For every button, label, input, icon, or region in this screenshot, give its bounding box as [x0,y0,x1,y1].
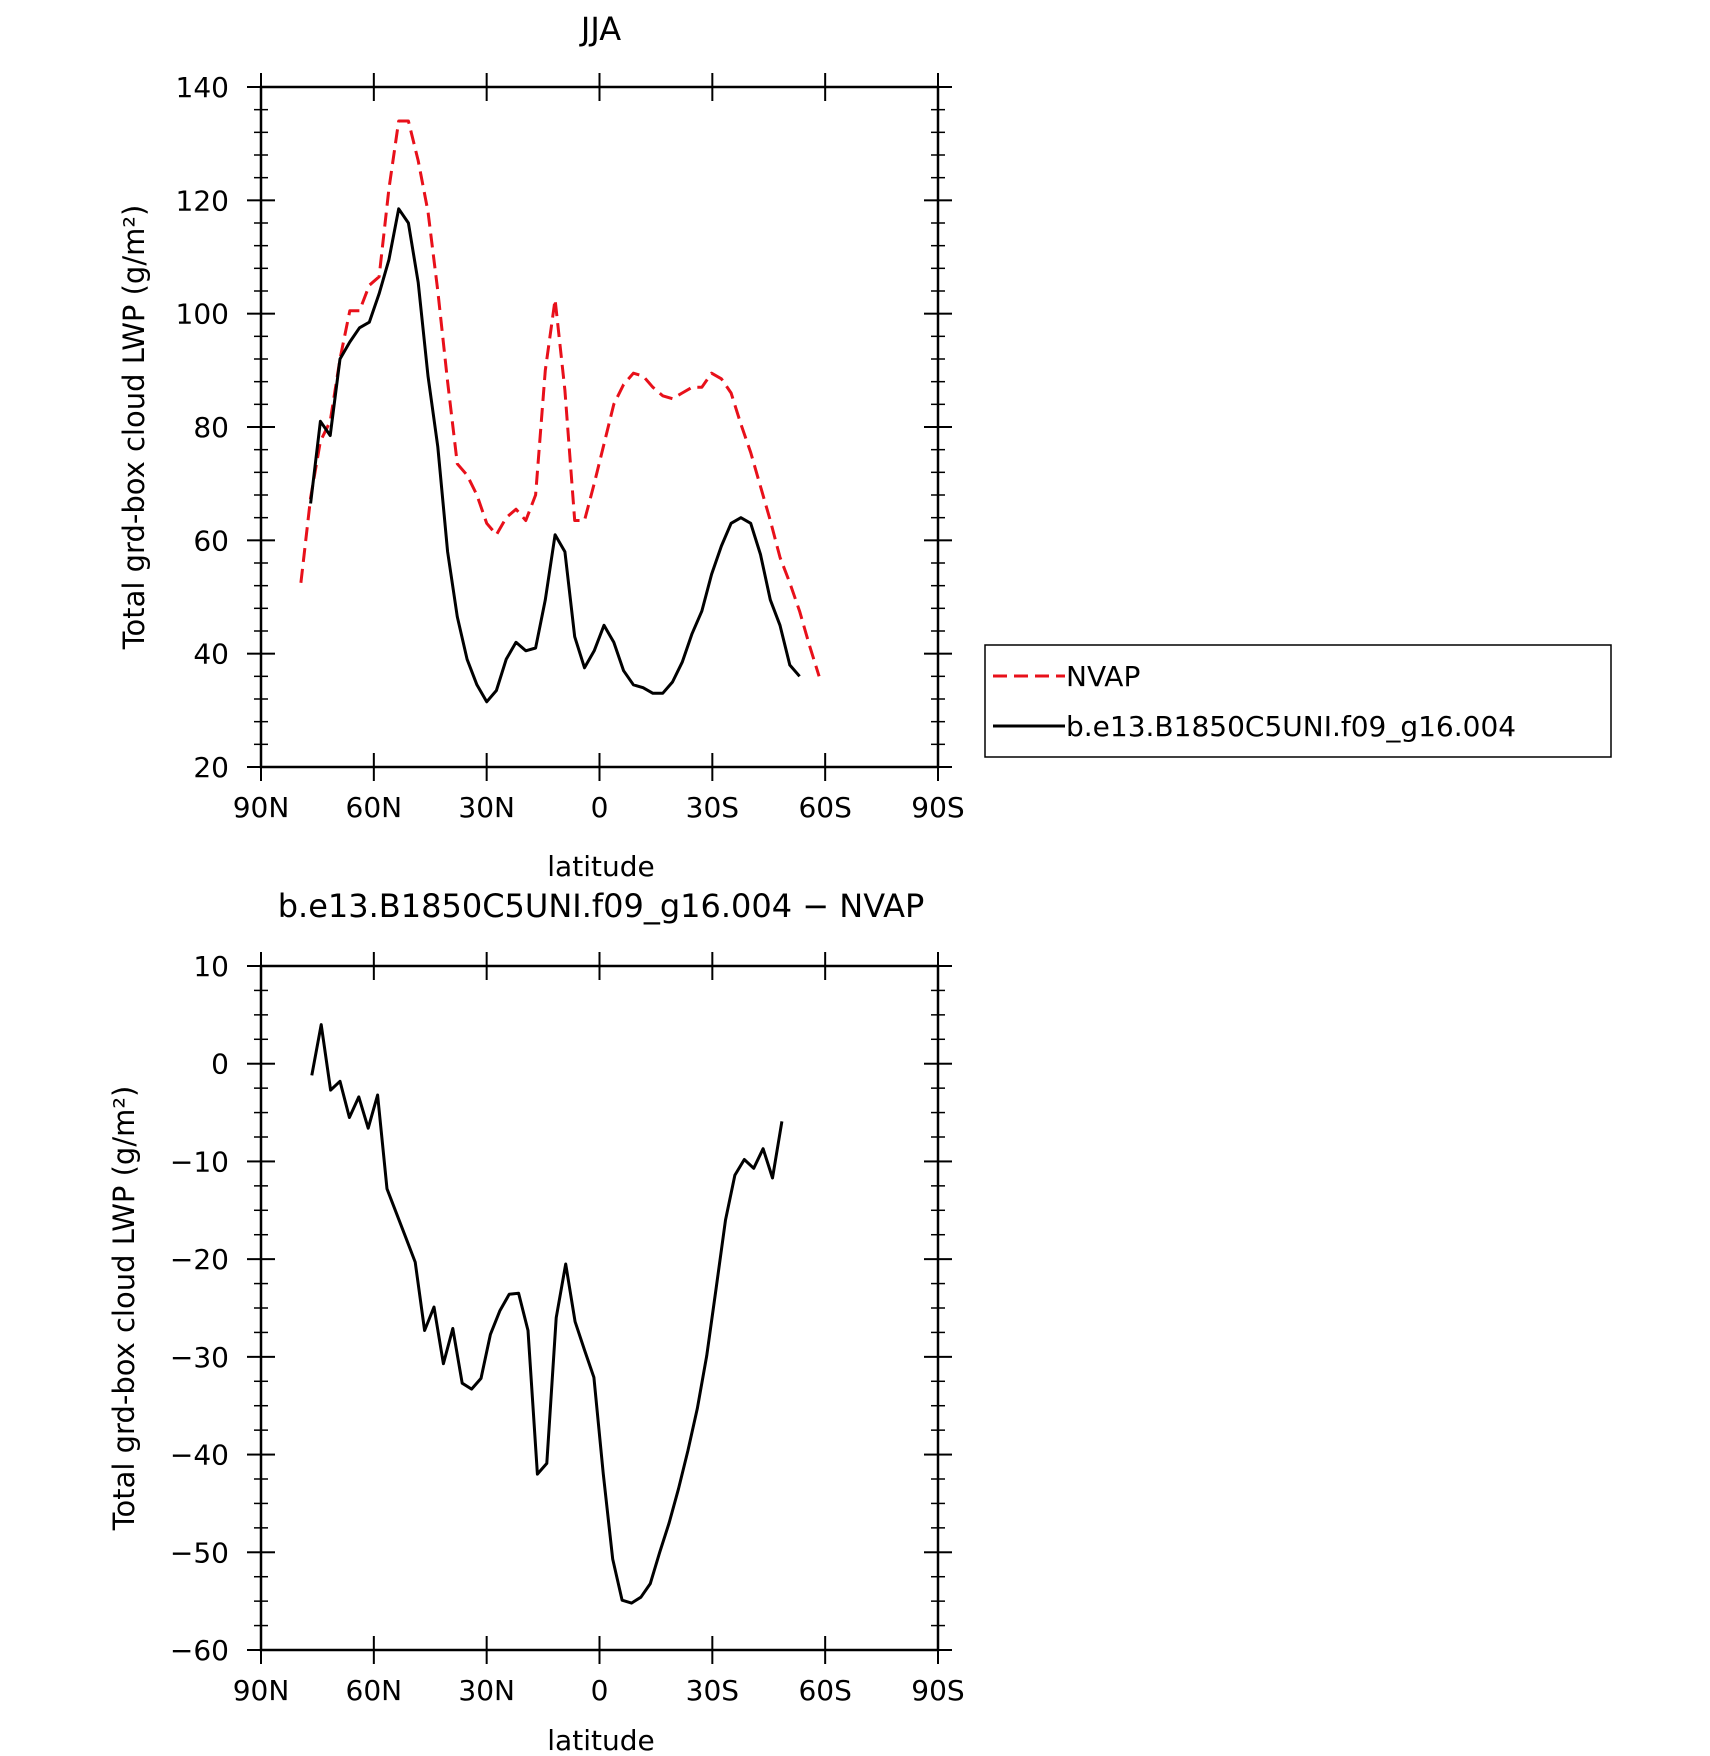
panel-top-xlabel: latitude [547,850,654,883]
y-tick-label: 40 [193,638,229,671]
y-tick-label: −50 [170,1536,229,1569]
x-tick-label: 30N [458,1674,515,1707]
legend-label-nvap: NVAP [1066,660,1140,693]
panel-bottom-ticks [247,952,952,1664]
y-tick-label: −40 [170,1439,229,1472]
x-tick-label: 30S [686,1674,739,1707]
panel-bottom-series-lines [310,1023,784,1605]
y-tick-label: 60 [193,524,229,557]
y-tick-label: −60 [170,1634,229,1667]
panel-difference: b.e13.B1850C5UNI.f09_g16.004 − NVAP 90N 6… [107,887,965,1756]
x-tick-label: 90S [911,1674,964,1707]
panel-top-ticks [247,73,952,781]
x-tick-label: 90S [911,791,964,824]
y-tick-label: −30 [170,1341,229,1374]
y-tick-label: 10 [193,950,229,983]
y-tick-label: −20 [170,1243,229,1276]
x-tick-label: 90N [233,1674,290,1707]
panel-top-title: JJA [579,10,621,48]
x-tick-label: 90N [233,791,290,824]
panel-bottom-tick-labels: 90N 60N 30N 0 30S 60S 90S −60 −50 −40 −30 −20 −10 0 10 [170,950,965,1707]
y-tick-label: 100 [176,298,229,331]
panel-top-series-lines [299,119,821,704]
panel-bottom-ylabel: Total grd-box cloud LWP (g/m²) [107,1086,141,1532]
x-tick-label: 60S [798,791,851,824]
panel-top-tick-labels: 90N 60N 30N 0 30S 60S 90S 20 40 60 80 100 120 140 [176,71,965,824]
x-tick-label: 60N [346,791,403,824]
panel-bottom-xlabel: latitude [547,1724,654,1756]
y-tick-label: 0 [211,1048,229,1081]
x-tick-label: 60S [798,1674,851,1707]
x-tick-label: 30S [686,791,739,824]
legend-box [984,644,1612,758]
legend: NVAP b.e13.B1850C5UNI.f09_g16.004 [984,644,1612,758]
x-tick-label: 0 [591,791,609,824]
legend-label-model: b.e13.B1850C5UNI.f09_g16.004 [1066,710,1516,743]
x-tick-label: 0 [591,1674,609,1707]
x-tick-label: 60N [346,1674,403,1707]
panel-bottom-title: b.e13.B1850C5UNI.f09_g16.004 − NVAP [278,887,925,925]
series-line-nvap [299,119,821,677]
y-tick-label: 140 [176,71,229,104]
series-line-model [309,207,801,704]
panel-mean-lwp: JJA 90N 60N 30N 0 30S 60S 90S 20 40 60 80 100 120 140… [117,10,1612,883]
y-tick-label: −10 [170,1145,229,1178]
y-tick-label: 20 [193,751,229,784]
y-tick-label: 120 [176,184,229,217]
x-tick-label: 30N [458,791,515,824]
series-line-difference [310,1023,784,1605]
panel-top-ylabel: Total grd-box cloud LWP (g/m²) [117,205,151,651]
y-tick-label: 80 [193,411,229,444]
